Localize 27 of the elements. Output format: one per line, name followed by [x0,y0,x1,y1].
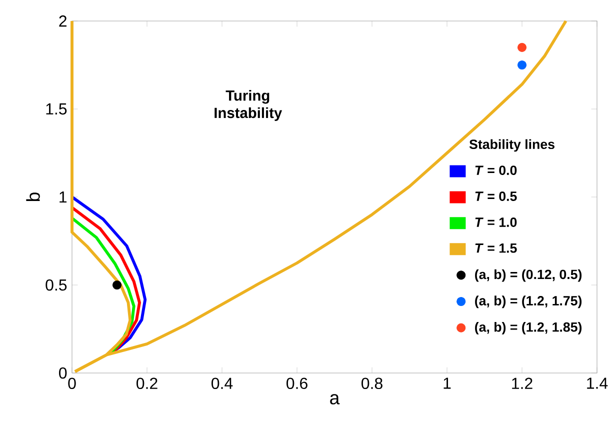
x-tick-label: 1 [444,378,451,389]
legend-label: T = 0.0 [475,166,517,176]
x-tick-label: 0.8 [362,378,382,390]
legend-label: T = 1.0 [475,218,517,227]
x-tick-label: 0 [68,378,76,390]
x-axis-title: a [330,394,340,404]
x-tick-label: 0.4 [212,378,233,390]
y-tick-label: 2 [59,15,66,27]
legend-label: T = 1.5 [475,244,517,253]
x-tick-label: 1.2 [512,378,532,389]
y-tick-label: 0.5 [46,279,67,291]
y-axis-title: b [26,192,40,201]
annotation: Turing Instability [214,90,282,121]
legend-label: (a, b) = (0.12, 0.5) [475,269,582,282]
legend-label: (a, b) = (1.2, 1.85) [475,322,582,334]
y-tick-label: 1 [60,192,67,203]
point [517,42,527,52]
x-tick-label: 0.6 [286,378,308,390]
legend-title: Stability lines [469,139,554,152]
y-tick-label: 1.5 [46,103,67,115]
point [112,280,122,290]
legend-label: (a, b) = (1.2, 1.75) [475,296,582,308]
x-tick-label: 0.2 [136,378,158,390]
x-tick-label: 1.4 [587,378,608,389]
point [517,60,527,70]
y-tick-label: 0 [59,367,67,379]
legend-label: T = 0.5 [475,192,517,201]
